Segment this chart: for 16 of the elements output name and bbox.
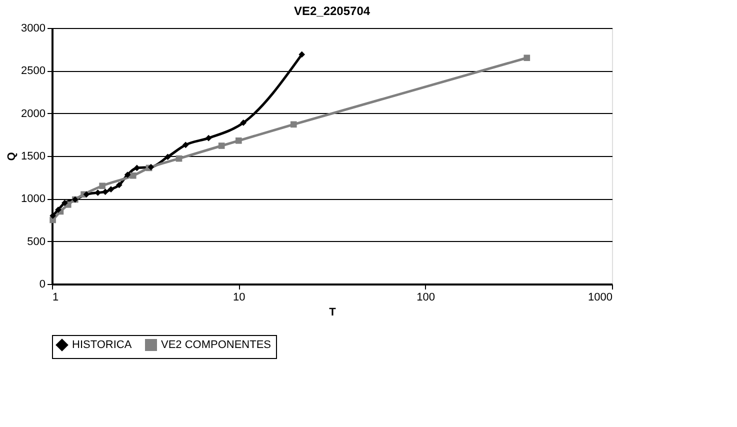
y-axis-title: Q <box>6 152 18 161</box>
x-tick-label: 1 <box>52 292 59 304</box>
y-tick-label: 3000 <box>21 22 46 34</box>
x-axis-title: T <box>329 306 336 318</box>
y-tick-label: 2500 <box>21 65 46 78</box>
legend-label: VE2 COMPONENTES <box>161 339 272 351</box>
x-tick-label: 10 <box>233 292 246 304</box>
y-tick-label: 500 <box>27 236 46 248</box>
y-tick-label: 1500 <box>21 150 46 162</box>
legend-label: HISTORICA <box>72 339 132 351</box>
y-tick-label: 0 <box>39 278 46 290</box>
y-tick-label: 2000 <box>21 108 46 120</box>
x-tick-label: 100 <box>416 292 436 304</box>
y-tick-label: 1000 <box>21 193 46 206</box>
chart-title: VE2_2205704 <box>294 4 370 18</box>
x-tick-label: 1000 <box>588 292 612 304</box>
